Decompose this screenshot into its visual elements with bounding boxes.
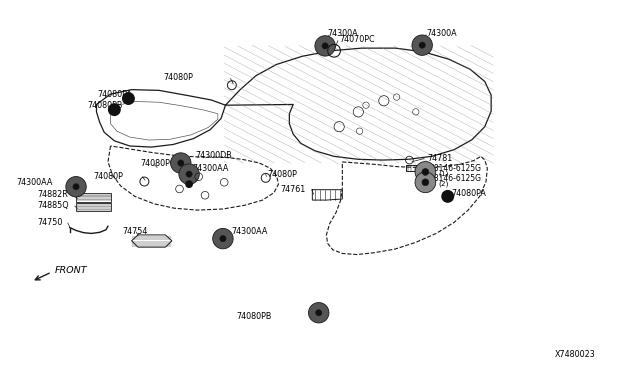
Text: 74761: 74761 <box>280 185 306 194</box>
Text: 74080PB: 74080PB <box>237 312 272 321</box>
Text: 74300AA: 74300AA <box>192 164 228 173</box>
Ellipse shape <box>186 171 192 177</box>
Text: 74300DB: 74300DB <box>195 151 232 160</box>
Ellipse shape <box>212 228 233 249</box>
Text: 74885Q: 74885Q <box>38 201 69 210</box>
Text: 74070PC: 74070PC <box>339 35 375 44</box>
Text: 74300AA: 74300AA <box>17 178 53 187</box>
Ellipse shape <box>220 235 226 242</box>
Text: 74080P: 74080P <box>164 73 193 82</box>
Ellipse shape <box>442 190 454 202</box>
Text: 74080PA: 74080PA <box>451 189 486 198</box>
Ellipse shape <box>422 179 429 186</box>
Ellipse shape <box>412 35 433 55</box>
Text: 08146-6125G: 08146-6125G <box>430 164 482 173</box>
Text: 74754: 74754 <box>122 227 147 236</box>
Text: FRONT: FRONT <box>55 266 88 275</box>
Text: 74300A: 74300A <box>328 29 358 38</box>
Text: 74080P: 74080P <box>268 170 298 179</box>
Ellipse shape <box>123 93 134 104</box>
Ellipse shape <box>171 153 191 173</box>
Ellipse shape <box>419 42 426 48</box>
Ellipse shape <box>177 160 184 166</box>
Text: 74080PA: 74080PA <box>98 90 132 99</box>
Text: 74300AA: 74300AA <box>232 227 268 236</box>
Text: 74781: 74781 <box>428 154 452 163</box>
Text: 74080P: 74080P <box>93 172 124 181</box>
Text: 74300A: 74300A <box>426 29 456 38</box>
Ellipse shape <box>415 161 436 182</box>
Ellipse shape <box>73 183 79 190</box>
Ellipse shape <box>422 169 429 175</box>
Text: X7480023: X7480023 <box>555 350 596 359</box>
Ellipse shape <box>308 302 329 323</box>
Text: 74080PC: 74080PC <box>140 159 175 168</box>
Ellipse shape <box>186 181 192 187</box>
Text: 08146-6125G: 08146-6125G <box>430 174 482 183</box>
Ellipse shape <box>322 43 328 49</box>
Ellipse shape <box>109 104 120 115</box>
Text: 74882R: 74882R <box>38 190 68 199</box>
Text: (1): (1) <box>439 170 449 177</box>
Ellipse shape <box>415 172 436 193</box>
Text: 74750: 74750 <box>38 218 63 227</box>
Ellipse shape <box>66 177 86 197</box>
Text: (2): (2) <box>439 181 449 187</box>
Text: 74080PB: 74080PB <box>87 101 122 110</box>
Ellipse shape <box>315 36 335 56</box>
Ellipse shape <box>316 310 322 316</box>
Ellipse shape <box>179 164 199 185</box>
